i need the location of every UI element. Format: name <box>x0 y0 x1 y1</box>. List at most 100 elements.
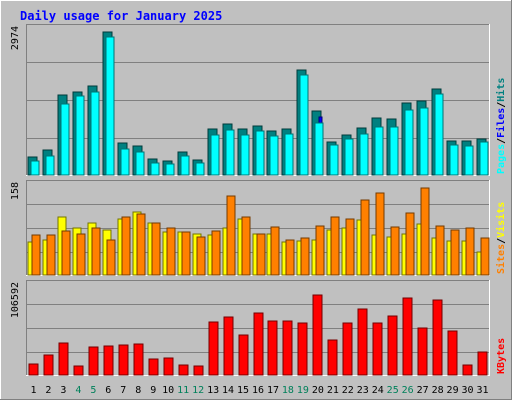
x-tick-label-day-3: 3 <box>60 385 66 396</box>
x-tick-label-day-8: 8 <box>135 385 141 396</box>
bar-sites-day-30 <box>465 227 475 276</box>
x-tick-label-day-5: 5 <box>90 385 96 396</box>
bar-sites-day-12 <box>196 236 206 276</box>
bar-pages-day-20 <box>314 122 324 176</box>
x-tick-label-day-15: 15 <box>237 385 249 396</box>
bar-kbytes-day-9 <box>148 358 159 376</box>
legend-entry: Files <box>495 108 507 138</box>
chart-panels: 2974Pages/Files/Hits158Sites/Visits10659… <box>10 24 507 376</box>
bar-sites-day-10 <box>166 227 176 276</box>
bar-kbytes-day-29 <box>447 330 458 376</box>
bar-sites-day-9 <box>151 222 161 276</box>
bar-sites-day-2 <box>46 234 56 276</box>
legend-separator: / <box>496 102 507 108</box>
bar-kbytes-day-31 <box>477 351 488 376</box>
bar-pages-day-25 <box>389 126 399 176</box>
bar-sites-day-1 <box>31 234 41 276</box>
bar-sites-day-26 <box>405 212 415 276</box>
x-tick-label-day-20: 20 <box>312 385 324 396</box>
x-tick-label-day-30: 30 <box>462 385 474 396</box>
bar-kbytes-day-11 <box>178 364 189 376</box>
bar-kbytes-day-12 <box>193 365 204 376</box>
bar-sites-day-27 <box>420 187 430 276</box>
bar-sites-day-13 <box>211 230 221 276</box>
bar-sites-day-4 <box>76 233 86 276</box>
x-tick-label-day-6: 6 <box>105 385 111 396</box>
bar-pages-day-17 <box>269 135 279 176</box>
x-tick-label-day-14: 14 <box>222 385 234 396</box>
bar-pages-day-28 <box>434 93 444 176</box>
x-tick-label-day-11: 11 <box>177 385 189 396</box>
bar-sites-day-17 <box>270 226 280 276</box>
panel-kbytes: 106592 KBytes <box>10 280 507 376</box>
x-tick-label-day-26: 26 <box>402 385 414 396</box>
x-tick-label-day-12: 12 <box>192 385 204 396</box>
bar-sites-day-18 <box>285 239 295 276</box>
y-max-label: 106592 <box>10 282 21 318</box>
series-sites <box>31 187 490 276</box>
x-tick-label-day-28: 28 <box>432 385 444 396</box>
x-tick-label-day-25: 25 <box>387 385 399 396</box>
bar-sites-day-8 <box>136 213 146 276</box>
panel-legend: KBytes <box>496 338 507 374</box>
bar-sites-day-21 <box>330 216 340 276</box>
bar-pages-day-24 <box>374 126 384 176</box>
x-tick-label-day-4: 4 <box>75 385 81 396</box>
legend-entry: Pages <box>496 144 507 174</box>
legend-entry: Hits <box>495 78 507 102</box>
bar-sites-day-28 <box>435 225 445 276</box>
y-max-label: 2974 <box>10 26 21 50</box>
bar-sites-day-20 <box>315 225 325 276</box>
bar-pages-day-4 <box>75 95 85 176</box>
legend-separator: / <box>496 138 507 144</box>
bar-pages-day-1 <box>30 160 40 176</box>
bar-pages-day-27 <box>419 107 429 176</box>
bar-sites-day-6 <box>106 239 116 276</box>
bar-kbytes-day-7 <box>118 344 129 376</box>
bar-kbytes-day-23 <box>357 308 368 376</box>
bar-sites-day-25 <box>390 226 400 276</box>
x-tick-label-day-1: 1 <box>30 385 36 396</box>
bar-kbytes-day-8 <box>133 343 144 376</box>
legend-entry: Sites <box>495 244 507 274</box>
x-tick-label-day-16: 16 <box>252 385 264 396</box>
x-tick-label-day-10: 10 <box>162 385 174 396</box>
bar-pages-day-31 <box>479 141 489 176</box>
bar-pages-day-30 <box>464 145 474 176</box>
bar-kbytes-day-19 <box>297 322 308 376</box>
bar-kbytes-day-3 <box>58 342 69 376</box>
bar-pages-day-19 <box>299 74 309 176</box>
x-tick-label-day-31: 31 <box>476 385 488 396</box>
bar-kbytes-day-22 <box>342 322 353 376</box>
bar-kbytes-day-24 <box>372 322 383 376</box>
bar-pages-day-23 <box>359 133 369 176</box>
bar-sites-day-14 <box>226 195 236 276</box>
bar-kbytes-day-1 <box>28 363 39 376</box>
bar-pages-day-13 <box>210 134 220 176</box>
bar-pages-day-16 <box>255 130 265 176</box>
bar-kbytes-day-27 <box>417 327 428 376</box>
series-pages <box>30 36 489 176</box>
x-tick-label-day-17: 17 <box>267 385 279 396</box>
bar-sites-day-31 <box>480 237 490 276</box>
x-tick-label-day-19: 19 <box>297 385 309 396</box>
x-tick-label-day-24: 24 <box>372 385 384 396</box>
bar-kbytes-day-30 <box>462 364 473 376</box>
bar-pages-day-12 <box>195 162 205 176</box>
legend-separator: / <box>496 238 507 244</box>
x-tick-label-day-13: 13 <box>207 385 219 396</box>
bar-pages-day-11 <box>180 155 190 176</box>
bar-sites-day-15 <box>241 216 251 276</box>
bar-pages-day-3 <box>60 103 70 176</box>
bar-sites-day-5 <box>91 227 101 276</box>
panel-legend: Pages/Files/Hits <box>495 78 507 174</box>
x-tick-label-day-29: 29 <box>447 385 459 396</box>
bar-pages-day-15 <box>240 134 250 176</box>
bar-kbytes-day-16 <box>253 312 264 376</box>
bar-kbytes-day-15 <box>238 334 249 376</box>
bar-kbytes-day-18 <box>282 320 293 376</box>
bar-sites-day-24 <box>375 192 385 276</box>
